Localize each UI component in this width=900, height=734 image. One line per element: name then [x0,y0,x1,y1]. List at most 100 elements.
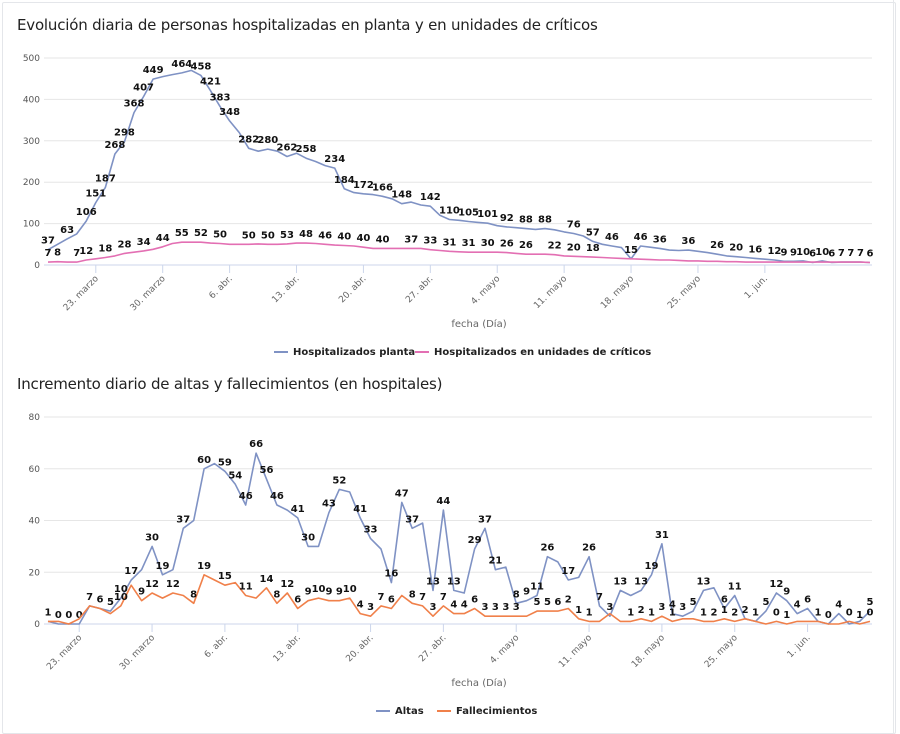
data-label: 11 [239,582,253,593]
data-label: 280 [257,135,278,146]
data-label: 3 [679,602,686,613]
data-label: 101 [477,209,498,220]
data-label: 421 [200,77,221,88]
data-label: 7 [73,248,80,259]
data-label: 12 [280,579,294,590]
data-label: 1 [669,607,676,618]
x-tick-label: 11. mayo [557,633,594,670]
data-label: 2 [638,605,645,616]
data-label: 6 [554,597,561,608]
data-label: 3 [513,602,520,613]
data-label: 2 [710,607,717,618]
data-label: 0 [76,610,83,621]
series-line-b [47,241,871,264]
data-label: 142 [420,192,441,203]
data-label: 10 [114,592,128,603]
data-label: 47 [395,488,409,499]
data-label: 9 [336,587,343,598]
data-label: 464 [171,59,192,70]
data-label: 5 [534,597,541,608]
data-label: 6 [471,594,478,605]
data-label: 0 [773,607,780,618]
data-label: 44 [436,496,450,507]
data-label: 10 [796,247,810,258]
data-label: 1 [721,605,728,616]
data-label: 5 [690,597,697,608]
data-label: 16 [748,244,762,255]
data-label: 30 [481,238,495,249]
data-label: 0 [867,607,874,618]
y-tick-label: 500 [23,54,40,64]
data-label: 19 [645,561,659,572]
data-label: 8 [513,589,520,600]
x-tick-label: 27. abr. [417,633,448,664]
data-label: 37 [41,236,55,247]
data-label: 46 [318,230,332,241]
data-label: 1 [627,607,634,618]
data-label: 2 [731,607,738,618]
data-label: 63 [60,225,74,236]
data-label: 184 [334,175,355,186]
x-axis-title: fecha (Día) [451,677,506,689]
legend-label: Hospitalizados en unidades de críticos [434,346,651,358]
data-label: 0 [846,607,853,618]
data-label: 30 [301,532,315,543]
data-label: 16 [384,569,398,580]
data-label: 53 [280,230,294,241]
data-label: 37 [176,514,190,525]
x-tick-label: 20. abr. [344,633,375,664]
y-tick-label: 0 [34,261,40,271]
data-label: 0 [55,610,62,621]
data-label: 46 [605,232,619,243]
data-label: 9 [780,247,787,258]
y-tick-label: 20 [29,568,41,578]
chart2-title: Incremento diario de altas y fallecimien… [17,375,443,393]
y-tick-label: 200 [23,178,40,188]
data-label: 19 [155,561,169,572]
data-label: 0 [65,610,72,621]
data-label: 76 [567,220,581,231]
data-label: 40 [337,232,351,243]
data-label: 7 [45,248,52,259]
data-label: 3 [502,602,509,613]
data-label: 8 [409,589,416,600]
data-label: 3 [492,602,499,613]
data-label: 92 [500,213,514,224]
data-label: 30 [145,532,159,543]
data-label: 31 [655,530,669,541]
data-label: 31 [442,237,456,248]
data-label: 7 [857,248,864,259]
chart1-title: Evolución diaria de personas hospitaliza… [17,16,598,34]
data-label: 187 [95,174,116,185]
data-label: 46 [239,491,253,502]
data-label: 13 [613,576,627,587]
data-label: 46 [270,491,284,502]
x-tick-label: 6. abr. [203,633,230,660]
data-label: 13 [697,576,711,587]
y-tick-label: 300 [23,137,40,147]
data-label: 50 [261,230,275,241]
data-label: 8 [190,589,197,600]
data-label: 50 [242,230,256,241]
data-label: 4 [450,600,457,611]
data-label: 7 [377,592,384,603]
data-label: 110 [439,205,460,216]
data-label: 22 [548,241,562,252]
data-label: 56 [260,465,274,476]
data-label: 268 [104,140,125,151]
data-label: 1 [752,607,759,618]
data-label: 10 [343,584,357,595]
data-label: 1 [856,610,863,621]
data-label: 66 [249,439,263,450]
data-label: 55 [175,228,189,239]
data-label: 20 [567,242,581,253]
data-label: 36 [681,236,695,247]
x-tick-label: 13. abr. [272,633,303,664]
x-tick-label: 1. jun. [786,633,813,660]
legend-label: Fallecimientos [456,706,537,717]
panel-border [893,0,894,734]
data-label: 34 [137,237,151,248]
data-label: 18 [98,244,112,255]
